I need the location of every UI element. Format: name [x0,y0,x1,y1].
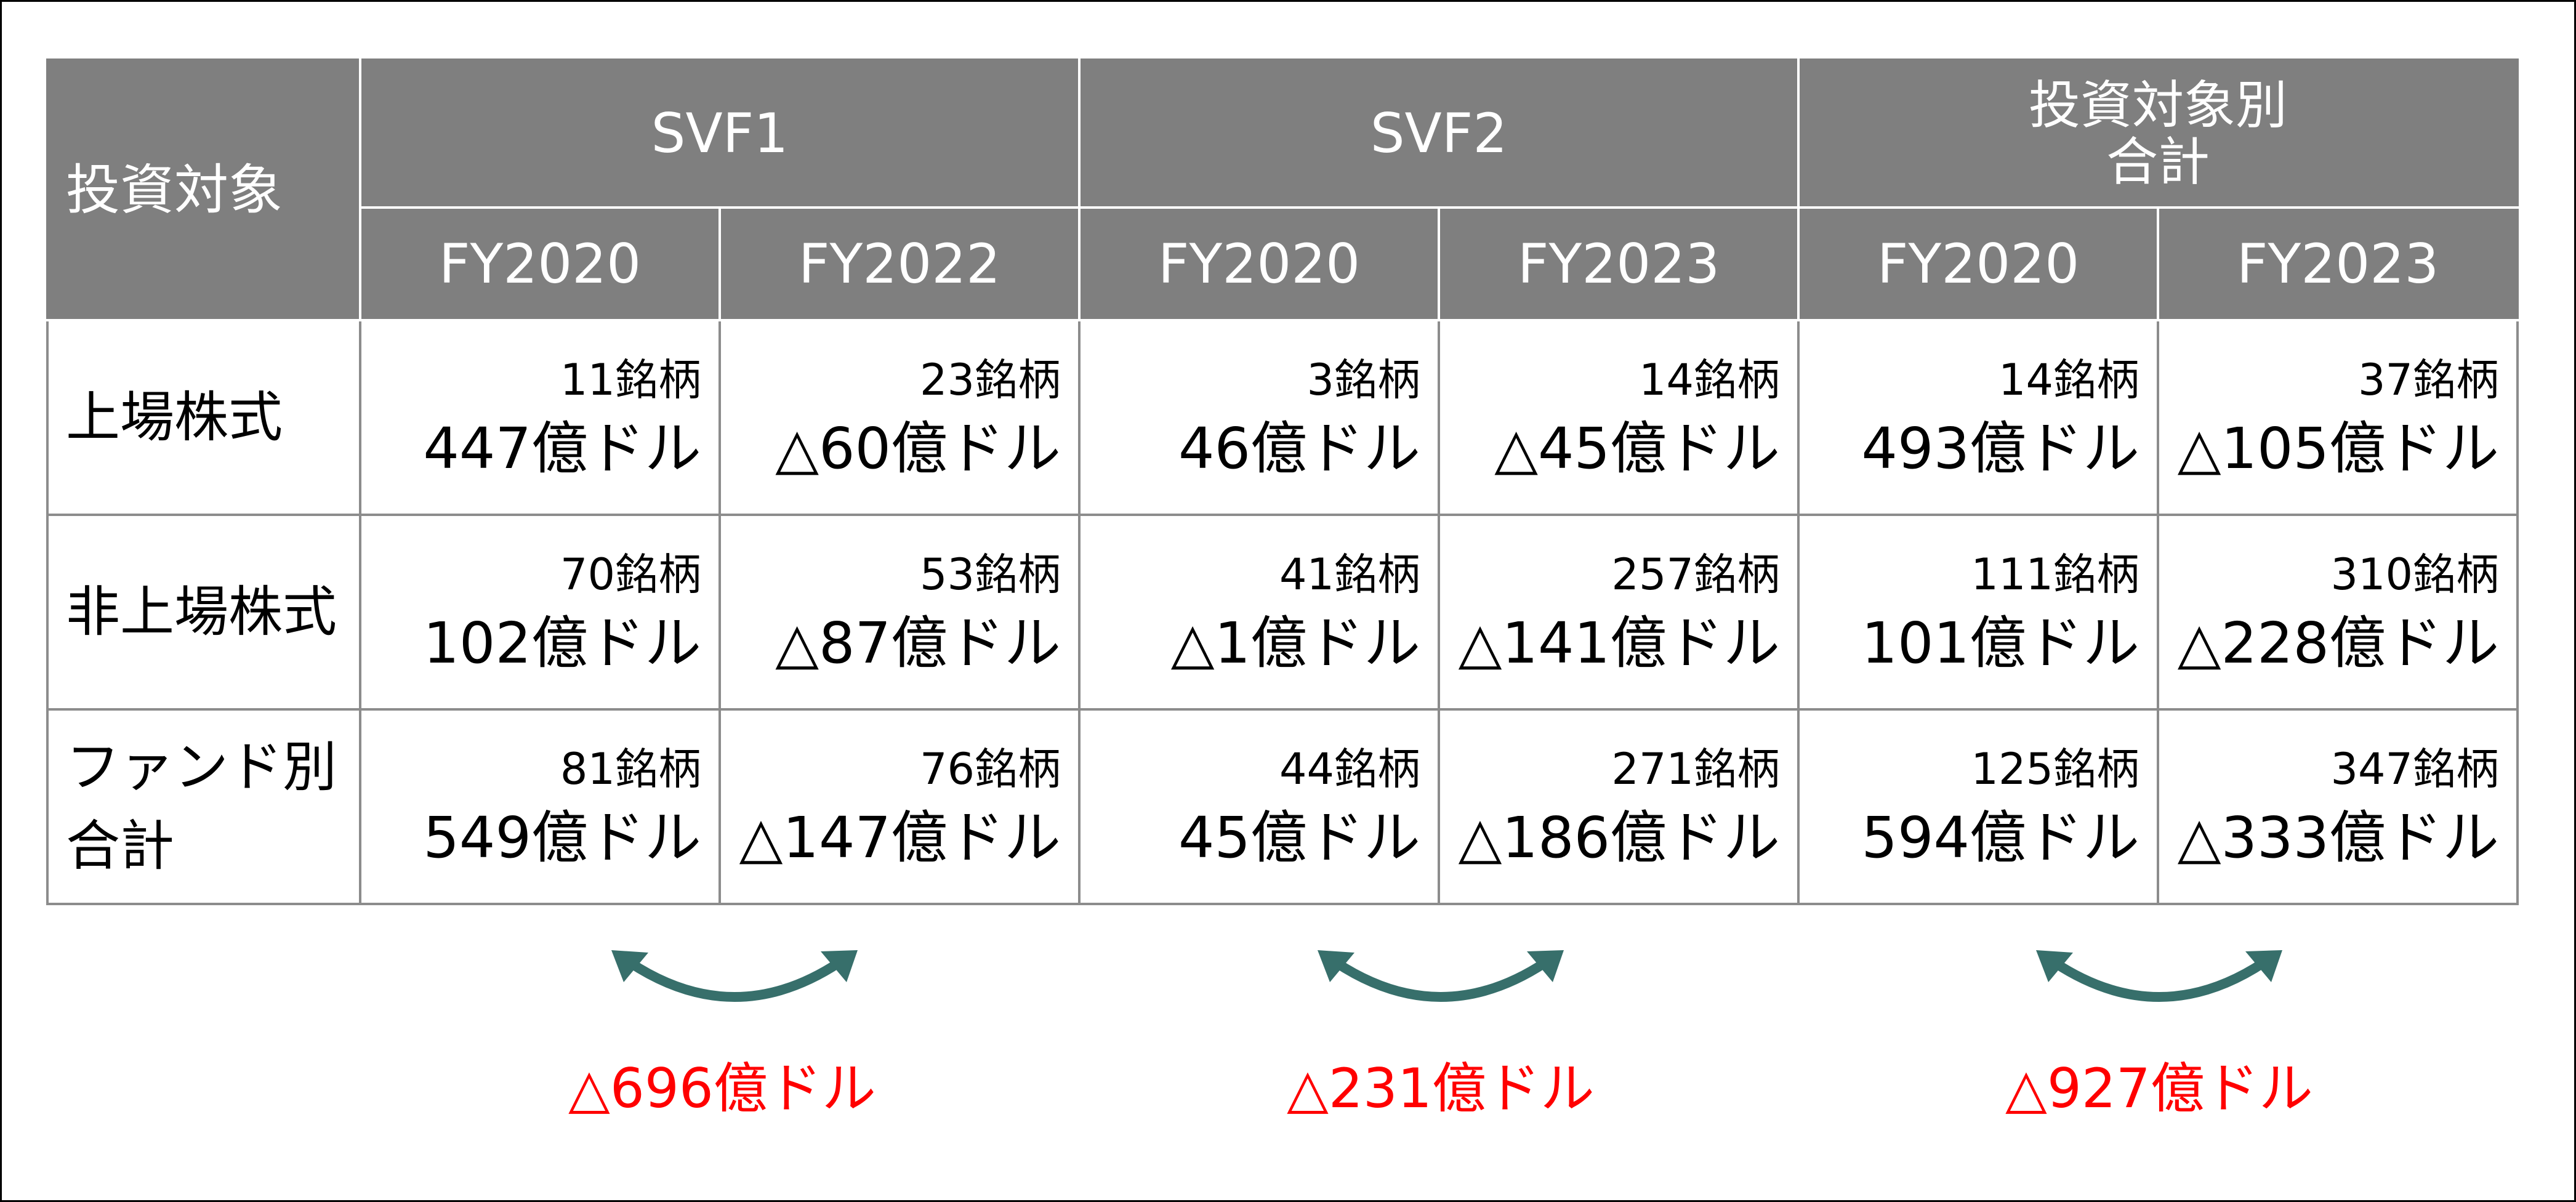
table-cell: 23銘柄 △60億ドル [718,319,1081,516]
group-header-total-line2: 合計 [2106,132,2210,192]
group-header-svf2: SVF2 [1078,58,1800,209]
gain-amount: △333億ドル [2177,804,2500,871]
gain-amount: 447億ドル [423,415,701,482]
table-cell: 310銘柄 △228億ドル [2157,514,2519,711]
table-cell: 76銘柄 △147億ドル [718,708,1081,905]
holding-count: 11銘柄 [560,355,701,406]
row-label-fund-total: ファンド別 合計 [46,708,361,905]
group-header-total-line1: 投資対象別 [2029,75,2288,135]
holding-count: 53銘柄 [919,549,1061,600]
holding-count: 41銘柄 [1279,549,1421,600]
gain-amount: 102億ドル [423,610,701,676]
table-cell: 11銘柄 447億ドル [359,319,721,516]
gain-amount: 101億ドル [1861,610,2140,676]
gain-amount: 594億ドル [1861,804,2140,871]
table-cell: 257銘柄 △141億ドル [1438,514,1800,711]
holding-count: 14銘柄 [1638,355,1781,406]
gain-amount: △228億ドル [2177,610,2500,676]
table-cell: 53銘柄 △87億ドル [718,514,1081,711]
row-label-text: 上場株式 [66,385,283,450]
holding-count: 70銘柄 [560,549,701,600]
row-label-unlisted-stocks: 非上場株式 [46,514,361,711]
corner-header-investment-target: 投資対象 [46,58,361,321]
holding-count: 3銘柄 [1306,355,1421,406]
year-header-svf2-fy2020: FY2020 [1078,206,1441,321]
holding-count: 125銘柄 [1971,744,2140,795]
table-cell: 14銘柄 493億ドル [1797,319,2160,516]
holding-count: 76銘柄 [919,744,1061,795]
gain-amount: △87億ドル [775,610,1061,676]
holding-count: 347銘柄 [2330,744,2500,795]
table-cell: 125銘柄 594億ドル [1797,708,2160,905]
holding-count: 271銘柄 [1611,744,1781,795]
header-row-years: FY2020 FY2022 FY2020 FY2023 FY2020 FY202… [47,206,2519,321]
double-headed-curved-arrow-icon [2036,950,2282,1002]
gain-amount: 46億ドル [1178,415,1421,482]
year-header-svf2-fy2023: FY2023 [1438,206,1800,321]
gain-amount: △186億ドル [1458,804,1781,871]
double-headed-curved-arrow-icon [1318,950,1564,1002]
holding-count: 81銘柄 [560,744,701,795]
gain-amount: △141億ドル [1458,610,1781,676]
holding-count: 310銘柄 [2330,549,2500,600]
gain-amount: △105億ドル [2177,415,2500,482]
year-header-total-fy2020: FY2020 [1797,206,2160,321]
holding-count: 257銘柄 [1611,549,1781,600]
table-cell: 14銘柄 △45億ドル [1438,319,1800,516]
difference-label-svf1: △696億ドル [568,1057,876,1120]
difference-label-svf2: △231億ドル [1287,1057,1595,1120]
holding-count: 14銘柄 [1998,355,2140,406]
table-cell: 271銘柄 △186億ドル [1438,708,1800,905]
table-row-fund-total: ファンド別合計 81銘柄 549億ドル 76銘柄 △147億ドル 44銘柄 45億ドル… [46,708,2519,905]
year-header-svf1-fy2022: FY2022 [718,206,1081,321]
gain-amount: 549億ドル [423,804,701,871]
header-row-groups: 投資対象 SVF1 SVF2 投資対象別 合計 [46,58,2519,321]
double-headed-curved-arrow-icon [611,950,858,1002]
group-header-svf1: SVF1 [358,58,1081,209]
holding-count: 37銘柄 [2357,355,2500,406]
table-cell: 111銘柄 101億ドル [1797,514,2160,711]
row-label-text-line1: ファンド別 [66,735,337,799]
holding-count: 111銘柄 [1971,549,2140,600]
table-cell: 81銘柄 549億ドル [359,708,721,905]
row-label-listed-stocks: 上場株式 [46,319,361,516]
row-label-text-line2: 合計 [66,814,175,877]
table-cell: 44銘柄 45億ドル [1078,708,1441,905]
holding-count: 44銘柄 [1279,744,1421,795]
gain-amount: 493億ドル [1861,415,2140,482]
investment-comparison-table: 投資対象 SVF1 SVF2 投資対象別 合計 FY2020 FY2022 FY… [46,58,2519,905]
group-header-total-by-target: 投資対象別 合計 [1797,58,2519,209]
table-cell: 347銘柄 △333億ドル [2157,708,2519,905]
holding-count: 23銘柄 [919,355,1061,406]
table-cell: 37銘柄 △105億ドル [2157,319,2519,516]
row-label-text: 非上場株式 [66,580,337,644]
year-header-total-fy2023: FY2023 [2157,206,2519,321]
year-header-svf1-fy2020: FY2020 [359,206,721,321]
gain-amount: 45億ドル [1178,804,1421,871]
table-row-listed-stocks: 上場株式 11銘柄 447億ドル 23銘柄 △60億ドル 3銘柄 46億ドル 14銘柄… [46,319,2519,516]
gain-amount: △1億ドル [1170,610,1421,676]
table-cell: 3銘柄 46億ドル [1078,319,1441,516]
table-row-unlisted-stocks: 非上場株式 70銘柄 102億ドル 53銘柄 △87億ドル 41銘柄 △1億ドル 25… [46,514,2519,711]
difference-label-total: △927億ドル [2005,1057,2313,1120]
table-cell: 41銘柄 △1億ドル [1078,514,1441,711]
gain-amount: △147億ドル [739,804,1061,871]
gain-amount: △60億ドル [775,415,1061,482]
gain-amount: △45億ドル [1494,415,1781,482]
table-cell: 70銘柄 102億ドル [359,514,721,711]
